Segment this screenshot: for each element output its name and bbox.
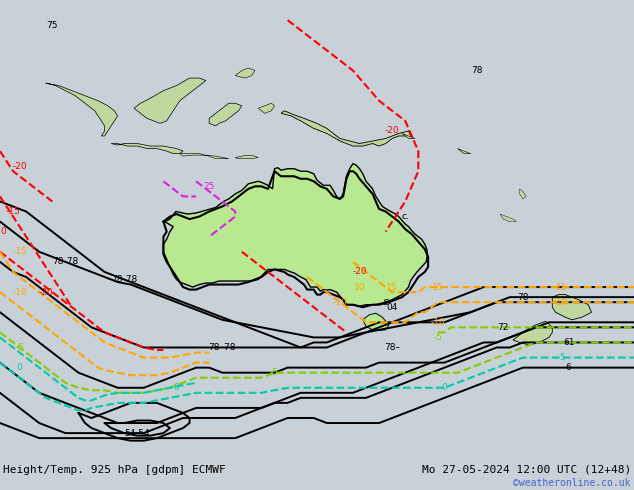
Polygon shape <box>46 83 118 136</box>
Text: -20: -20 <box>385 126 399 135</box>
Text: 78-78: 78-78 <box>52 257 79 267</box>
Text: Height/Temp. 925 hPa [gdpm] ECMWF: Height/Temp. 925 hPa [gdpm] ECMWF <box>3 465 226 475</box>
Text: 5: 5 <box>559 353 565 362</box>
Text: -20: -20 <box>39 288 53 296</box>
Polygon shape <box>164 164 427 306</box>
Text: 04: 04 <box>387 303 398 312</box>
Text: 72: 72 <box>498 323 509 332</box>
Text: -10: -10 <box>430 318 445 327</box>
Polygon shape <box>209 103 242 126</box>
Polygon shape <box>235 155 258 159</box>
Text: 10: 10 <box>557 297 568 307</box>
Polygon shape <box>402 133 415 139</box>
Polygon shape <box>111 144 183 153</box>
Polygon shape <box>363 313 389 330</box>
Text: 15: 15 <box>557 283 568 292</box>
Polygon shape <box>235 68 255 78</box>
Polygon shape <box>500 214 516 221</box>
Text: 0: 0 <box>1 227 6 236</box>
Text: -5: -5 <box>270 368 279 377</box>
Text: 78: 78 <box>472 66 483 75</box>
Text: 0: 0 <box>16 363 22 372</box>
Text: 6: 6 <box>566 363 571 372</box>
Polygon shape <box>513 321 552 345</box>
Text: -5: -5 <box>15 343 24 352</box>
Text: 0: 0 <box>174 383 179 392</box>
Text: -20: -20 <box>12 162 27 171</box>
Text: c.: c. <box>401 212 409 221</box>
Text: -10: -10 <box>332 297 347 307</box>
Text: 10: 10 <box>354 283 365 292</box>
Text: ©weatheronline.co.uk: ©weatheronline.co.uk <box>514 478 631 488</box>
Text: 15: 15 <box>432 283 444 292</box>
Text: 75: 75 <box>46 21 58 30</box>
Text: -20: -20 <box>352 268 367 276</box>
Polygon shape <box>180 153 229 159</box>
Polygon shape <box>134 78 206 123</box>
Text: -10: -10 <box>12 288 27 296</box>
Text: -15: -15 <box>6 207 20 216</box>
Text: -15: -15 <box>12 247 27 256</box>
Text: 78-78: 78-78 <box>111 275 138 284</box>
Text: ε: ε <box>383 297 389 307</box>
Text: 78–: 78– <box>384 343 400 352</box>
Text: 78: 78 <box>517 293 529 302</box>
Text: 78–78: 78–78 <box>209 343 236 352</box>
Polygon shape <box>258 103 275 113</box>
Polygon shape <box>520 189 526 199</box>
Text: 0: 0 <box>441 383 448 392</box>
Polygon shape <box>281 111 411 146</box>
Polygon shape <box>552 294 592 320</box>
Text: 61: 61 <box>563 338 574 347</box>
Text: -5: -5 <box>434 333 443 342</box>
Text: Mo 27-05-2024 12:00 UTC (12+48): Mo 27-05-2024 12:00 UTC (12+48) <box>422 465 631 475</box>
Polygon shape <box>458 148 470 153</box>
Text: 25: 25 <box>204 182 215 191</box>
Text: 54·54: 54·54 <box>124 429 150 438</box>
Text: 15: 15 <box>386 283 398 292</box>
